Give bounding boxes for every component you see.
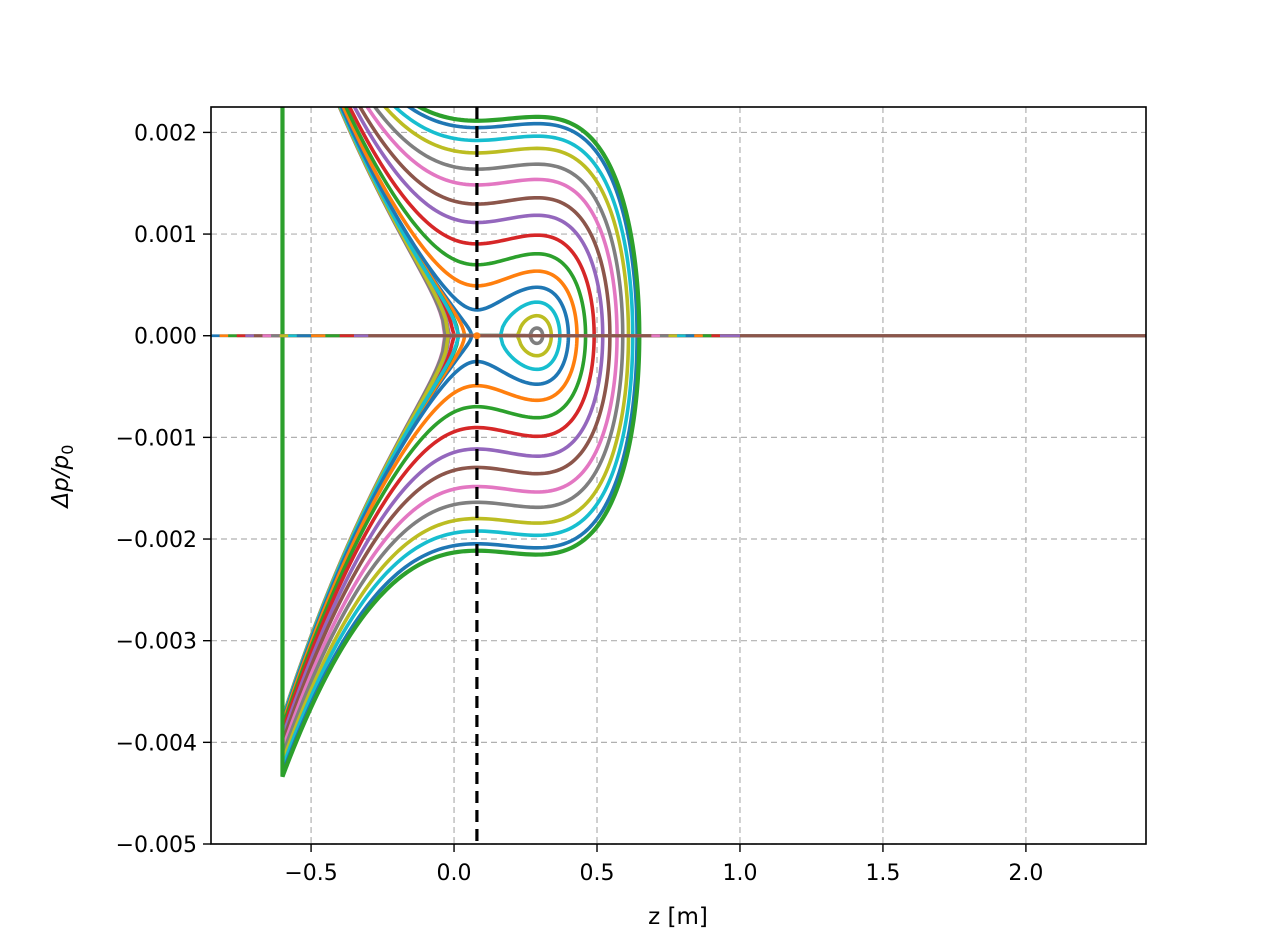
bounded-orbit	[280, 107, 612, 744]
bounded-orbit	[280, 107, 596, 732]
bounded-orbit	[280, 107, 500, 721]
trajectory-curves	[211, 107, 1146, 778]
bounded-orbit	[280, 107, 588, 728]
bounded-orbit	[280, 107, 517, 720]
y-tick-label: 0.001	[134, 223, 197, 248]
plot-frame	[210, 106, 1147, 845]
y-axis-label-main: Δp/p	[48, 455, 74, 510]
y-tick-label: −0.003	[116, 630, 197, 655]
x-tick-label: 0.5	[580, 861, 615, 886]
x-tick-label: 0.0	[437, 861, 472, 886]
separatrix-orbit	[280, 107, 642, 778]
synchronous-point	[473, 332, 481, 340]
x-axis-ticks: −0.5 0.0 0.5 1.0 1.5 2.0	[284, 844, 1043, 886]
y-tick-label: −0.004	[116, 731, 197, 756]
x-tick-label: 2.0	[1008, 861, 1043, 886]
grid-lines	[211, 107, 1146, 845]
y-axis-label-subscript: 0	[58, 445, 77, 455]
bounded-orbit	[280, 107, 605, 738]
bounded-orbit	[280, 107, 635, 769]
x-axis-label: z [m]	[648, 904, 708, 930]
bounded-orbit	[280, 107, 631, 763]
x-tick-label: 1.0	[722, 861, 757, 886]
x-tick-label: 1.5	[865, 861, 900, 886]
bounded-orbit	[280, 107, 639, 774]
y-axis-label: Δp/p0	[48, 445, 77, 510]
y-tick-label: −0.002	[116, 528, 197, 553]
bounded-orbit	[280, 107, 619, 750]
synchronous-phase-line-group	[473, 107, 481, 844]
y-tick-label: −0.001	[116, 426, 197, 451]
bounded-orbit	[280, 107, 625, 756]
y-tick-label: −0.005	[116, 833, 197, 858]
y-tick-label: 0.002	[134, 121, 197, 146]
x-tick-label: −0.5	[284, 861, 337, 886]
y-axis-ticks: 0.002 0.001 0.000 −0.001 −0.002 −0.003 −0.004 −…	[116, 121, 211, 858]
y-tick-label: 0.000	[134, 325, 197, 350]
